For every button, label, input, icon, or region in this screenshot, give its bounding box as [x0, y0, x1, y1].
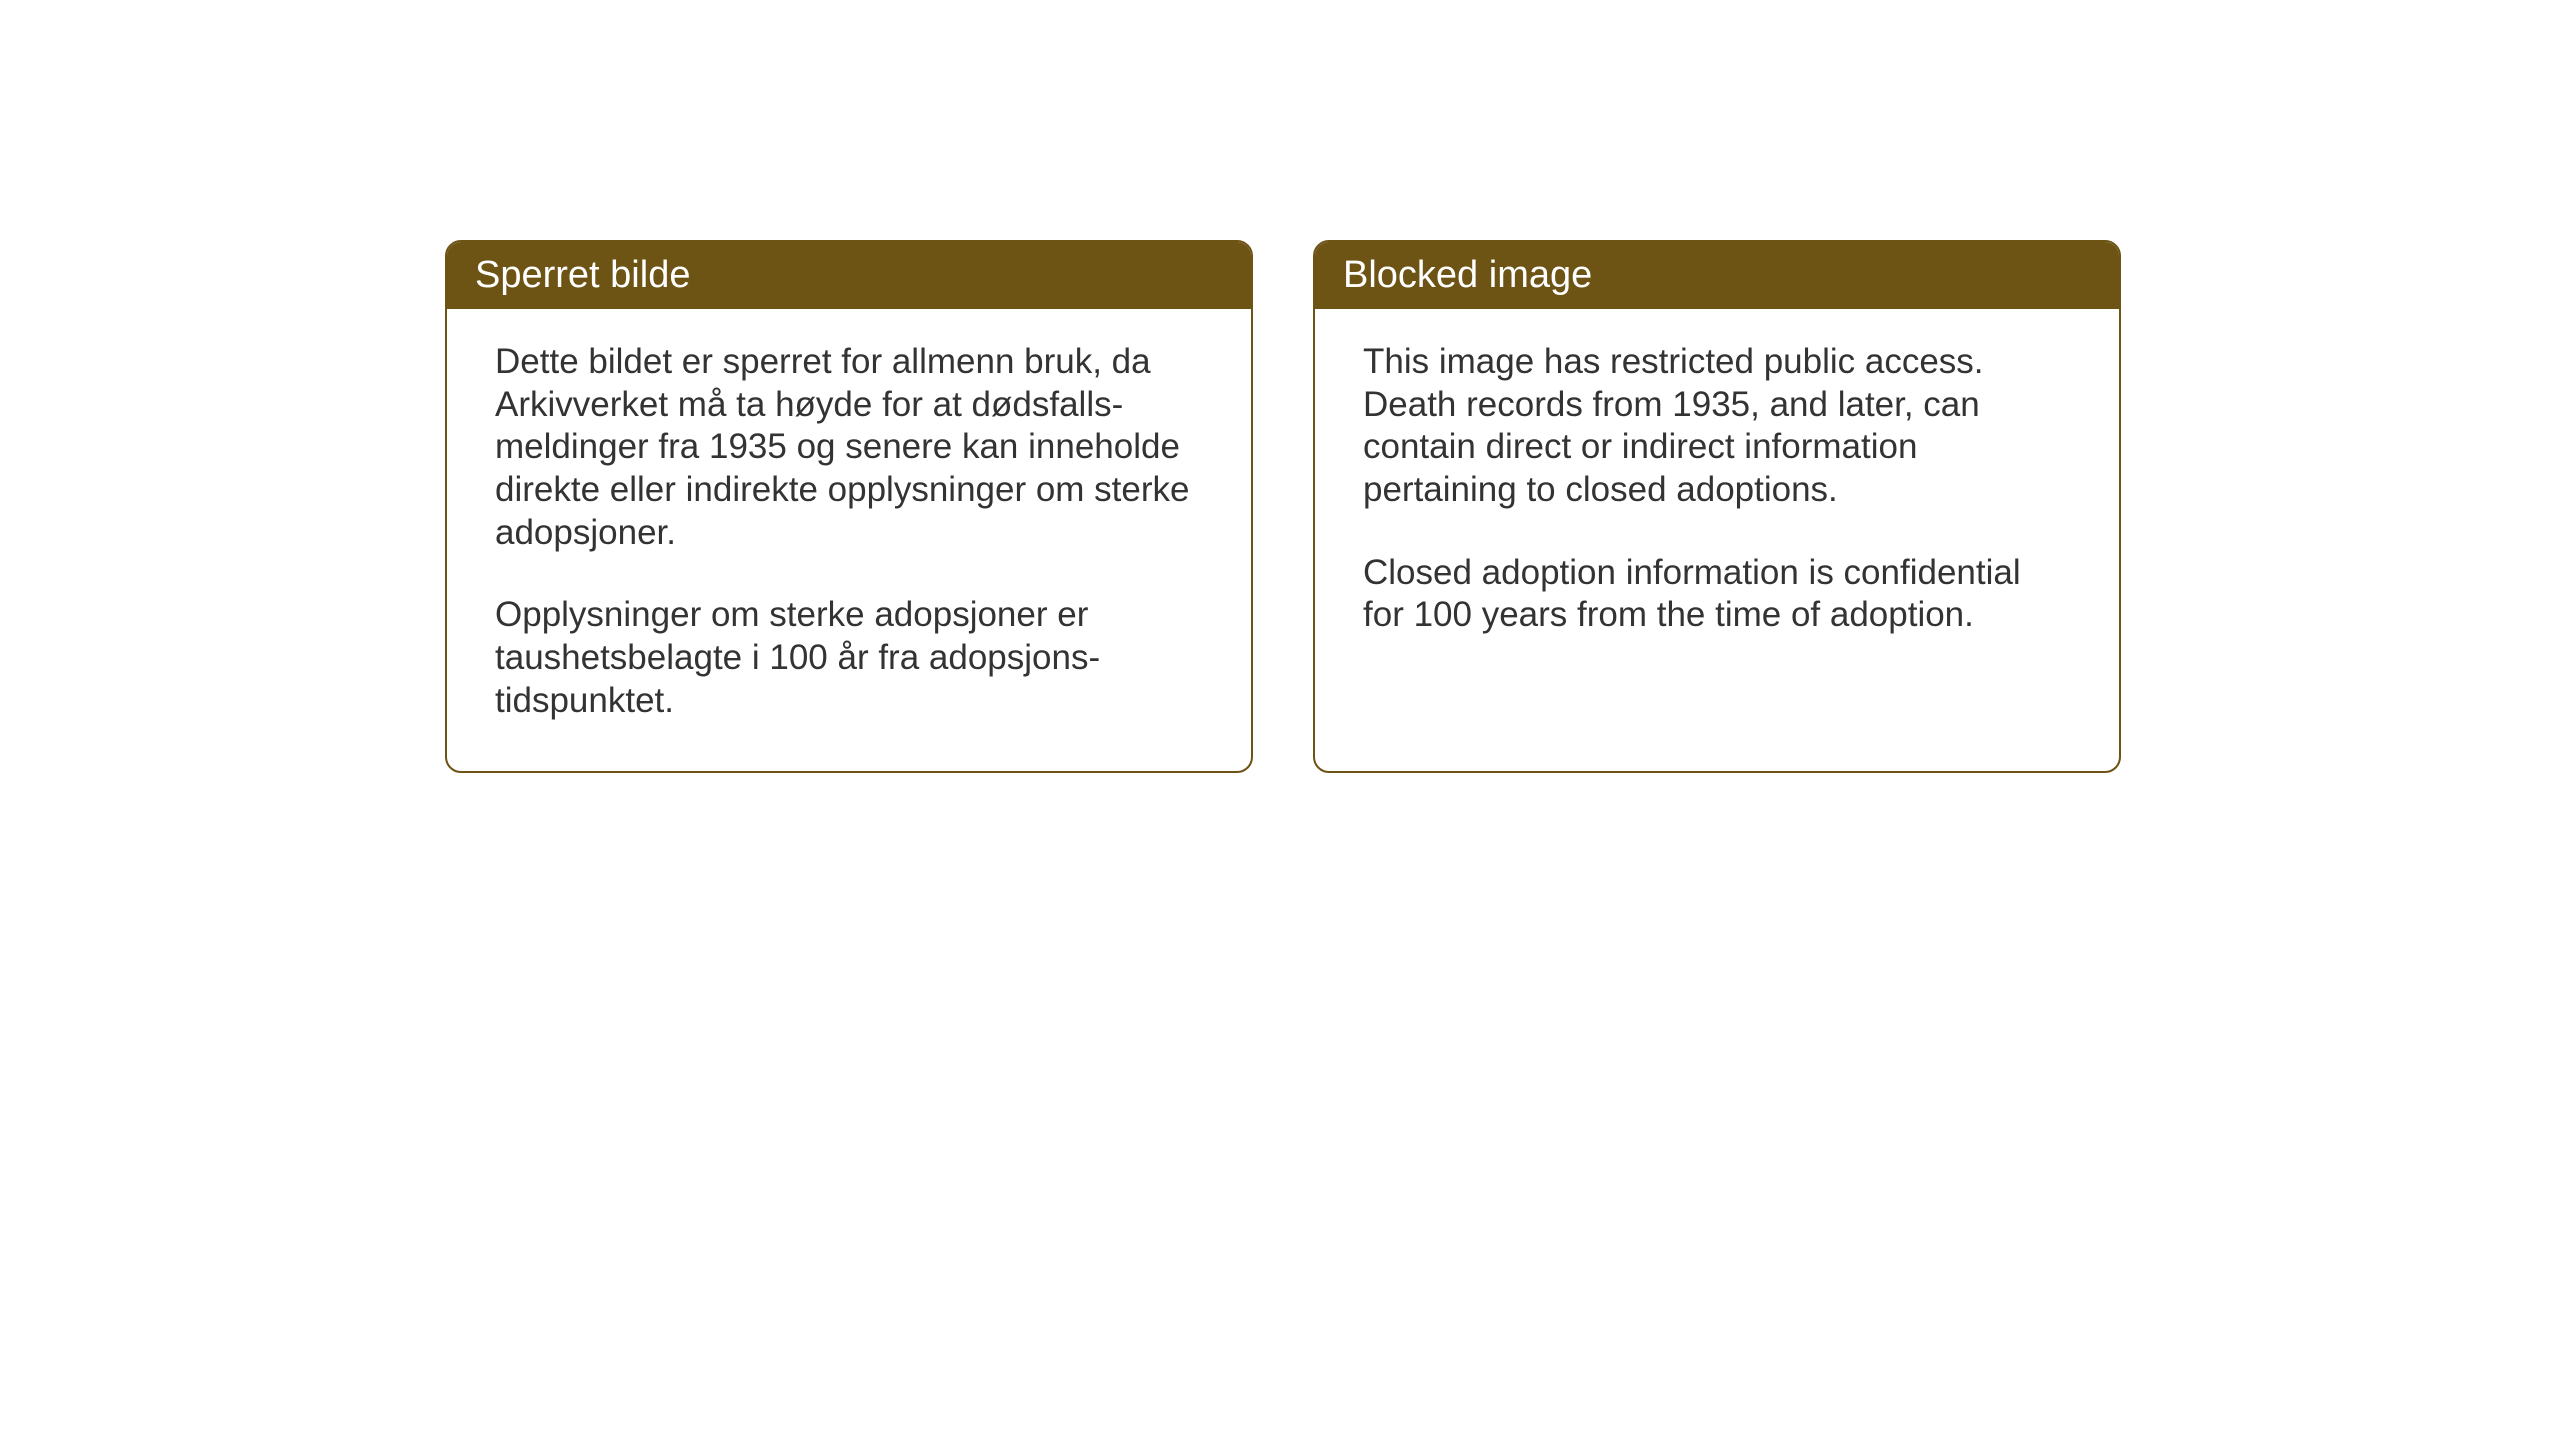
notice-paragraph: Dette bildet er sperret for allmenn bruk… — [495, 341, 1203, 554]
notice-container: Sperret bilde Dette bildet er sperret fo… — [445, 240, 2121, 773]
notice-body-english: This image has restricted public access.… — [1315, 309, 2119, 685]
notice-paragraph: Opplysninger om sterke adopsjoner er tau… — [495, 594, 1203, 722]
notice-header-norwegian: Sperret bilde — [447, 242, 1251, 309]
notice-card-norwegian: Sperret bilde Dette bildet er sperret fo… — [445, 240, 1253, 773]
notice-body-norwegian: Dette bildet er sperret for allmenn bruk… — [447, 309, 1251, 771]
notice-header-english: Blocked image — [1315, 242, 2119, 309]
notice-paragraph: This image has restricted public access.… — [1363, 341, 2071, 512]
notice-card-english: Blocked image This image has restricted … — [1313, 240, 2121, 773]
notice-paragraph: Closed adoption information is confident… — [1363, 552, 2071, 637]
